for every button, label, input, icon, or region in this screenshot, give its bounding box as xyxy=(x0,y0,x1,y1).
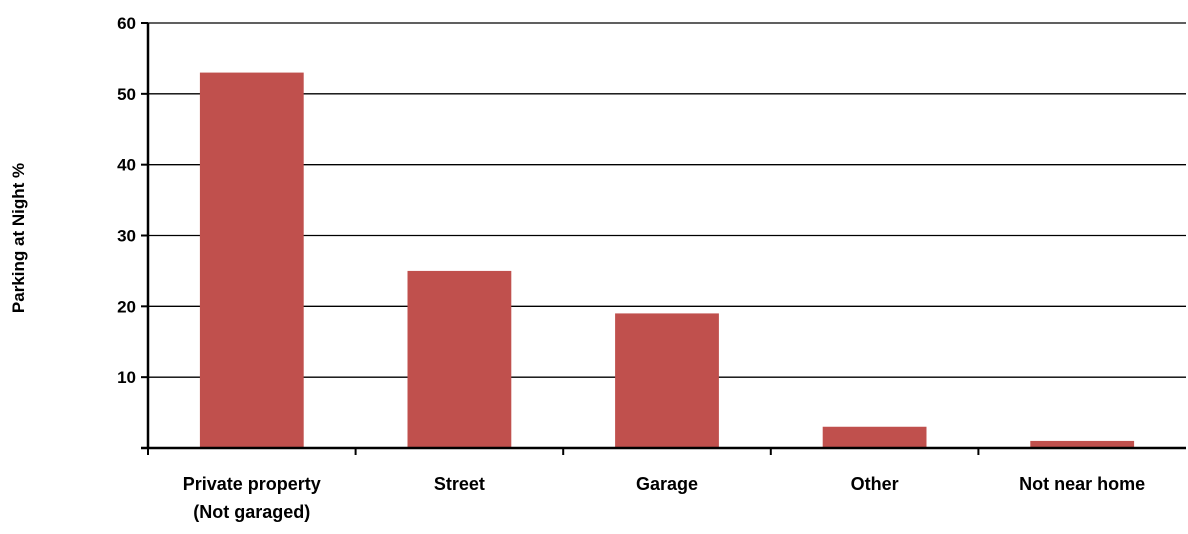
y-tick-label: 20 xyxy=(117,297,136,316)
x-tick-label: Not near home xyxy=(1019,474,1145,494)
gridlines xyxy=(148,22,1186,378)
bar xyxy=(822,426,927,448)
x-tick-label: (Not garaged) xyxy=(193,502,310,522)
bars xyxy=(199,72,1135,448)
bar xyxy=(199,72,304,448)
y-tick-label: 50 xyxy=(117,85,136,104)
x-tick-label: Other xyxy=(851,474,899,494)
x-tick-labels: Private property (Not garaged) Street Garag… xyxy=(183,474,1145,522)
x-tick-label: Street xyxy=(434,474,485,494)
x-tick-label: Garage xyxy=(636,474,698,494)
y-tick-label: 60 xyxy=(117,14,136,33)
y-tick-labels: 10 20 30 40 50 60 xyxy=(117,14,136,387)
y-axis-label: Parking at Night % xyxy=(9,163,28,313)
bar xyxy=(1030,440,1135,448)
bar xyxy=(615,313,719,448)
y-tick-label: 30 xyxy=(117,227,136,246)
y-tick-label: 40 xyxy=(117,156,136,175)
axes xyxy=(141,22,1186,455)
bar xyxy=(407,270,512,448)
x-tick-label: Private property xyxy=(183,474,321,494)
y-tick-label: 10 xyxy=(117,368,136,387)
